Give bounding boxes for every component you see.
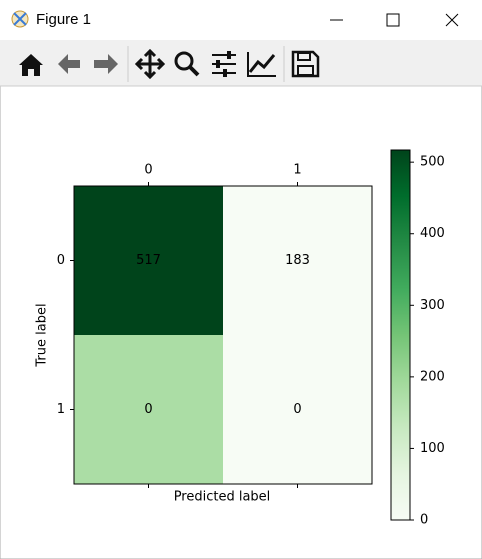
cell-value-label: 183	[285, 253, 310, 268]
colorbar-tick-label: 500	[420, 155, 445, 170]
colorbar-tick-label: 400	[420, 226, 445, 241]
colorbar	[390, 149, 411, 521]
zoom-button[interactable]	[174, 51, 200, 77]
cell-value-label: 517	[136, 253, 161, 268]
maximize-button[interactable]	[386, 13, 400, 27]
save-button[interactable]	[291, 50, 320, 78]
pan-button[interactable]	[134, 48, 166, 80]
heatmap-cell	[223, 335, 372, 484]
x-tick-label: 1	[293, 163, 301, 178]
title-bar	[0, 0, 482, 40]
window-title: Figure 1	[36, 11, 91, 28]
heatmap-cell	[74, 335, 223, 484]
edit-axes-button[interactable]	[247, 52, 276, 77]
x-axis-label: Predicted label	[174, 490, 271, 505]
colorbar-tick-label: 0	[420, 513, 428, 528]
colorbar-tick-label: 300	[420, 298, 445, 313]
close-button[interactable]	[445, 13, 459, 27]
forward-button[interactable]	[94, 54, 118, 74]
home-button[interactable]	[19, 54, 43, 76]
configure-button[interactable]	[212, 51, 236, 77]
cell-value-label: 0	[144, 402, 152, 417]
y-tick-label: 0	[57, 253, 65, 268]
cell-value-label: 0	[293, 402, 301, 417]
app-icon	[11, 10, 29, 28]
colorbar-tick-label: 200	[420, 369, 445, 384]
back-button[interactable]	[58, 54, 80, 74]
plot-frame	[73, 185, 373, 485]
x-tick-label: 0	[144, 163, 152, 178]
y-tick-label: 1	[57, 402, 65, 417]
heatmap-cell	[74, 186, 223, 335]
y-axis-label: True label	[35, 303, 50, 367]
heatmap-cell	[223, 186, 372, 335]
colorbar-tick-label: 100	[420, 441, 445, 456]
toolbar	[0, 40, 482, 86]
